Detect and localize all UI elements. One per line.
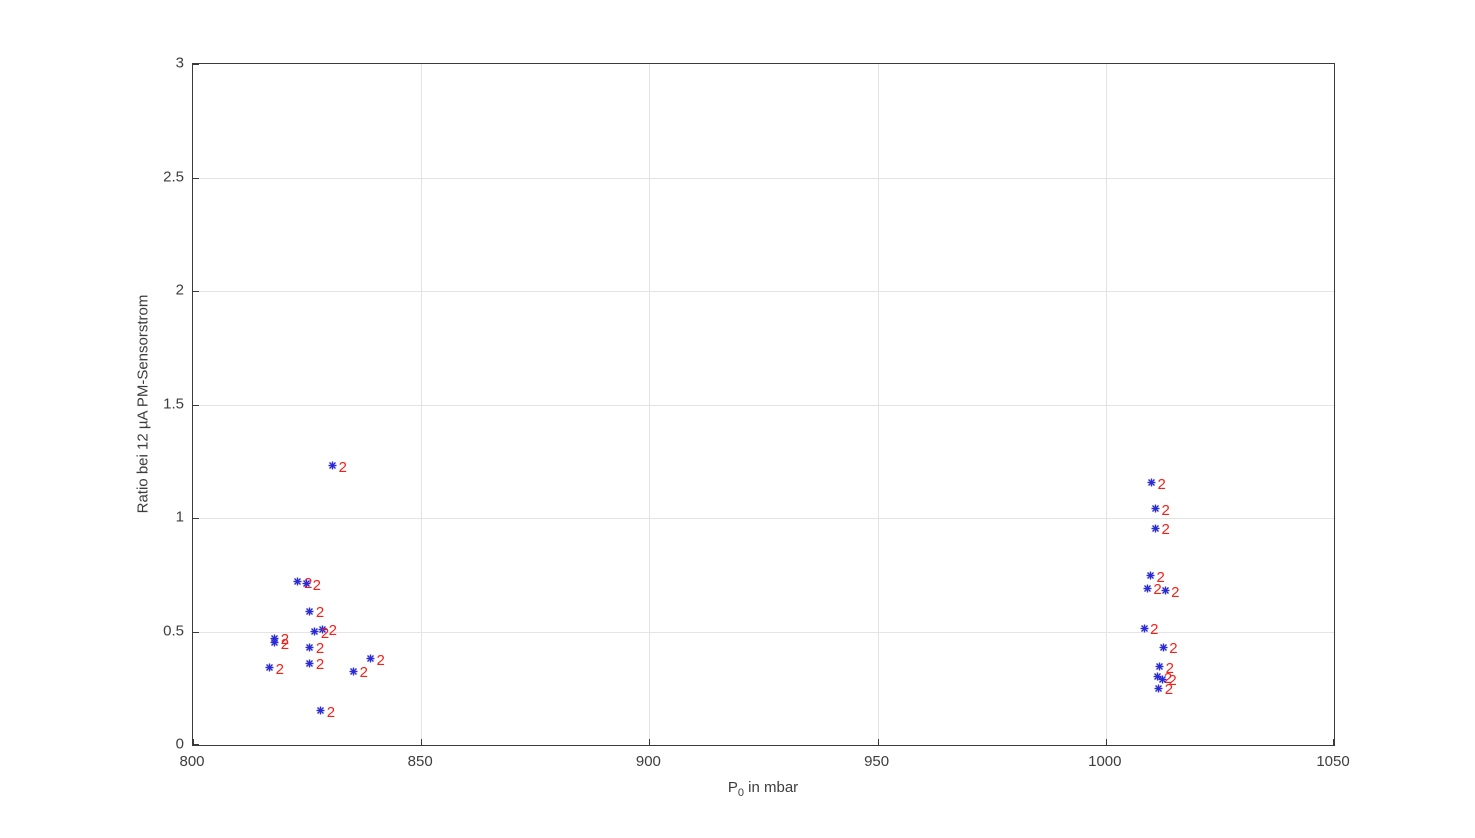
plot-area: 22222222222222222222222222 [192, 63, 1335, 746]
x-tick-label: 800 [179, 753, 205, 770]
y-gridline [193, 177, 1334, 179]
y-tick-mark [193, 177, 199, 179]
data-point-asterisk-icon [302, 579, 311, 588]
point-label: 2 [1161, 521, 1170, 539]
data-point-asterisk-icon [316, 706, 325, 715]
x-tick-label: 850 [407, 753, 433, 770]
point-label: 2 [338, 458, 347, 476]
y-tick-mark [193, 404, 199, 406]
point-label: 2 [1163, 669, 1173, 687]
y-tick-mark [193, 518, 199, 519]
data-point-asterisk-icon [1151, 524, 1160, 533]
point-label: 2 [312, 576, 321, 594]
y-tick-mark [193, 744, 199, 745]
point-label: 2 [315, 604, 325, 622]
point-label: 2 [280, 631, 290, 649]
point-label: 2 [1150, 621, 1159, 639]
data-point-asterisk-icon [265, 663, 274, 672]
y-gridline [193, 291, 1334, 292]
data-point-asterisk-icon [310, 627, 319, 636]
x-axis-label-main: P [727, 779, 738, 796]
data-point-asterisk-icon [1147, 478, 1156, 487]
y-tick-label: 2 [175, 281, 184, 299]
y-tick-mark [193, 64, 199, 65]
data-point-asterisk-icon [270, 638, 279, 647]
x-tick-mark [649, 739, 651, 745]
data-point-asterisk-icon [349, 667, 358, 676]
y-tick-label: 0.5 [163, 622, 184, 639]
data-point-asterisk-icon [1161, 586, 1170, 595]
x-axis-label-rest: in mbar [743, 779, 799, 796]
data-point-asterisk-icon [305, 643, 314, 652]
x-tick-mark [877, 739, 879, 745]
data-point-asterisk-icon [305, 607, 314, 616]
x-tick-label: 950 [864, 753, 890, 770]
data-point-asterisk-icon [1143, 584, 1152, 593]
data-point-asterisk-icon [305, 659, 314, 668]
data-point-asterisk-icon [1159, 643, 1168, 652]
x-axis-label: P0 in mbar [728, 779, 798, 799]
y-gridline [193, 631, 1334, 633]
data-point-asterisk-icon [366, 654, 375, 663]
point-label: 2 [1164, 681, 1174, 699]
point-label: 2 [1168, 672, 1177, 690]
y-gridline [193, 518, 1334, 519]
x-tick-mark [1333, 739, 1334, 745]
point-label: 2 [1157, 475, 1166, 493]
y-tick-label: 1 [175, 508, 184, 526]
data-point-asterisk-icon [1155, 662, 1164, 671]
data-point-asterisk-icon [293, 577, 302, 586]
y-tick-label: 1.5 [163, 395, 184, 412]
point-label: 2 [328, 622, 337, 640]
point-label: 2 [1165, 659, 1174, 677]
x-tick-label: 1000 [1088, 753, 1122, 770]
x-tick-label: 1050 [1316, 753, 1350, 770]
point-label: 2 [1171, 583, 1180, 601]
x-tick-mark [421, 739, 423, 745]
point-label: 2 [315, 656, 325, 674]
point-label: 2 [326, 703, 336, 721]
y-tick-label: 3 [175, 54, 184, 72]
point-label: 2 [275, 660, 285, 678]
y-gridline [193, 404, 1334, 406]
x-tick-mark [1105, 739, 1107, 745]
point-label: 2 [1153, 581, 1162, 599]
point-label: 2 [315, 640, 325, 658]
data-point-asterisk-icon [1158, 675, 1167, 684]
point-label: 2 [376, 651, 385, 669]
y-tick-label: 2.5 [163, 168, 184, 185]
y-tick-mark [193, 291, 199, 292]
data-point-asterisk-icon [1154, 684, 1163, 693]
x-axis-label-subscript: 0 [737, 787, 744, 799]
point-label: 2 [1156, 568, 1165, 586]
data-point-asterisk-icon [1140, 624, 1149, 633]
data-point-asterisk-icon [1151, 504, 1160, 513]
data-point-asterisk-icon [318, 625, 327, 634]
data-point-asterisk-icon [328, 461, 337, 470]
point-label: 2 [1161, 501, 1170, 519]
x-tick-mark [193, 739, 194, 745]
point-label: 2 [280, 635, 290, 653]
point-label: 2 [359, 664, 368, 682]
point-label: 2 [1169, 640, 1178, 658]
y-axis-label: Ratio bei 12 µA PM-Sensorstrom [134, 294, 152, 514]
y-tick-mark [193, 631, 199, 633]
data-point-asterisk-icon [1146, 571, 1155, 580]
x-tick-label: 900 [635, 753, 661, 770]
point-label: 2 [320, 624, 330, 642]
y-tick-label: 0 [175, 735, 184, 753]
